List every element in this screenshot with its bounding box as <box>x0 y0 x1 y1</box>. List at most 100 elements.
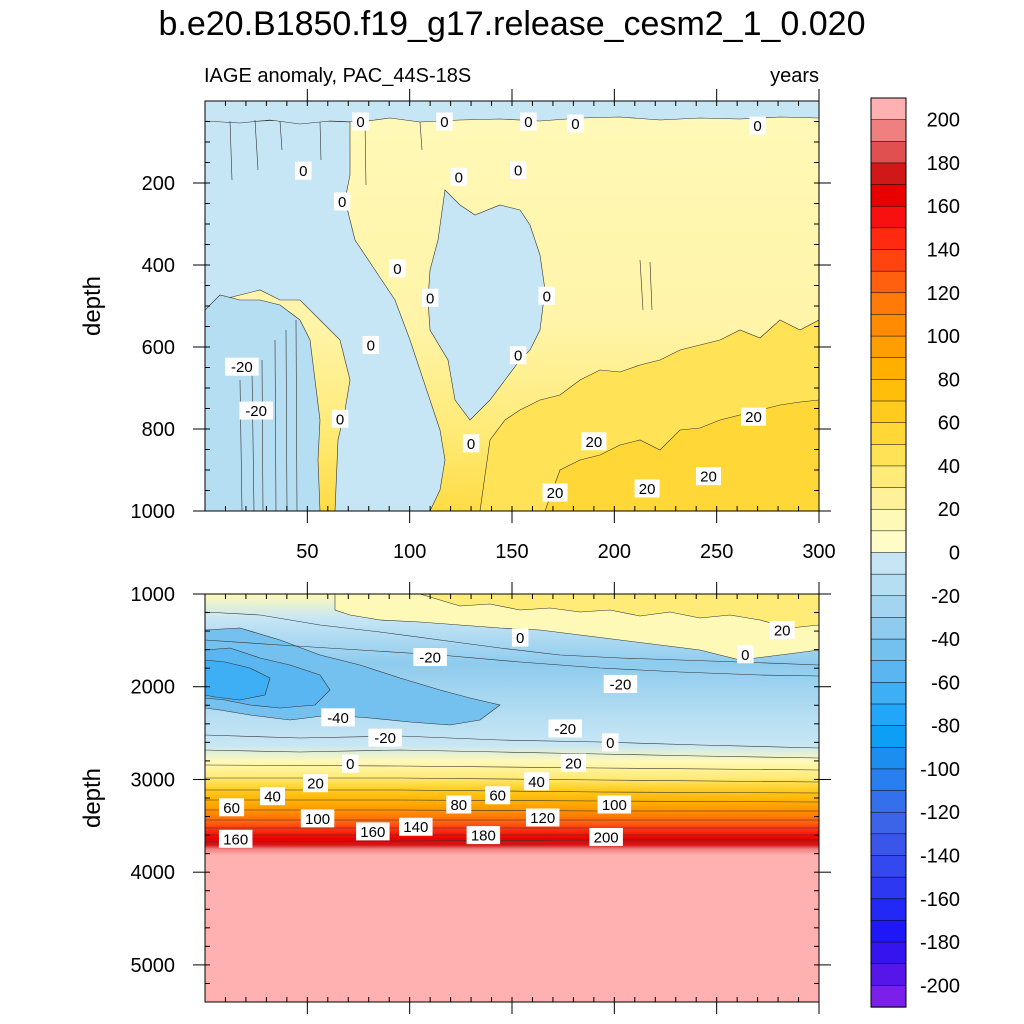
contour-label: 0 <box>749 116 766 135</box>
colorbar-segment <box>870 487 907 510</box>
x-tick-label: 100 <box>393 541 426 563</box>
contour-label: -20 <box>225 357 259 376</box>
contour-label-bg <box>413 648 447 667</box>
contour-label: 20 <box>741 407 767 426</box>
contour-label-bg <box>538 286 556 305</box>
contour-label-bg <box>303 774 329 793</box>
colorbar-tick-label: -140 <box>920 846 960 868</box>
contour-label-text: 0 <box>741 647 749 664</box>
colorbar-segment <box>870 314 907 337</box>
contour-label-text: -20 <box>419 650 441 667</box>
contour-label-text: 0 <box>516 630 524 647</box>
colorbar-segment <box>870 97 907 121</box>
contour-label-text: 100 <box>305 811 330 828</box>
contour-label-bg <box>294 161 312 180</box>
colorbar-tick-label: 60 <box>938 413 960 435</box>
colorbar-segment <box>870 270 907 294</box>
contour-label-text: 20 <box>700 469 717 486</box>
contour-label-text: 160 <box>223 831 248 848</box>
upper-contour-labels: 0 0 0 0 0 0 0 0 0 0 0 0 0 0 0 0 -20 -20 20 20 20 20 20 <box>225 112 767 502</box>
colorbar-segment <box>870 573 907 597</box>
colorbar-segment <box>870 725 907 748</box>
contour-label-text: 0 <box>393 261 401 278</box>
contour-label: 0 <box>294 161 312 180</box>
y-tick-label: 400 <box>142 255 175 277</box>
contour-label: 0 <box>436 112 453 131</box>
colorbar-tick-label: -40 <box>931 629 960 651</box>
contour-label-text: 200 <box>594 829 619 846</box>
colorbar-segment <box>870 703 907 727</box>
lower-plot-fill <box>205 594 819 1002</box>
contour-label-text: 0 <box>356 114 364 131</box>
colorbar-segment <box>870 357 907 381</box>
contour-label-text: 0 <box>426 290 434 307</box>
contour-label-bg <box>485 786 511 805</box>
contour-label-text: 0 <box>467 436 475 453</box>
colorbar-segment <box>870 876 907 900</box>
lower-ylabel: depth <box>79 768 106 828</box>
contour-label: -20 <box>239 401 273 420</box>
colorbar-segment <box>870 205 907 229</box>
colorbar-tick-label: 100 <box>927 326 960 348</box>
colorbar-tick-label: 140 <box>927 240 960 262</box>
colorbar-segment <box>870 898 907 922</box>
colorbar-tick-label: 0 <box>949 543 960 565</box>
x-tick-label: 250 <box>700 541 733 563</box>
y-tick-label: 1000 <box>131 584 176 606</box>
x-tick-label: 150 <box>495 541 528 563</box>
lower-panel: 2000-20-20-40-20-2000 2020404060608010010… <box>79 582 831 1014</box>
x-tick-label: 50 <box>296 541 318 563</box>
contour-label-text: 0 <box>455 169 463 186</box>
colorbar-tick-label: 80 <box>938 369 960 391</box>
contour-label-bg <box>509 160 527 179</box>
colorbar-tick-label: -80 <box>931 716 960 738</box>
contour-label-bg <box>300 809 335 828</box>
contour-label: 20 <box>542 483 568 502</box>
contour-label: 0 <box>509 160 527 179</box>
contour-label: 0 <box>331 409 349 428</box>
colorbar-segment <box>870 617 907 640</box>
colorbar-segment <box>870 508 907 532</box>
colorbar-tick-label: -60 <box>931 672 960 694</box>
contour-label-bg <box>511 628 529 647</box>
colorbar-tick-label: 120 <box>927 283 960 305</box>
contour-label-text: 0 <box>524 114 532 131</box>
colorbar-segment <box>870 422 907 445</box>
contour-label: 0 <box>352 112 369 131</box>
y-tick-label: 1000 <box>131 501 176 523</box>
upper-panel: 0 0 0 0 0 0 0 0 0 0 0 0 0 0 0 0 -20 -20 20 20 20 20 20 200 400 6… <box>79 89 836 563</box>
contour-label-bg <box>548 719 582 738</box>
contour-label-bg <box>597 795 632 814</box>
contour-label-bg <box>362 335 380 354</box>
contour-label: -20 <box>603 674 638 693</box>
colorbar-tick-label: -200 <box>920 975 960 997</box>
colorbar-segment <box>870 660 907 684</box>
contour-label-bg <box>218 829 253 848</box>
upper-ylabel: depth <box>79 276 106 336</box>
contour-label-text: 40 <box>528 774 545 791</box>
y-tick-label: 5000 <box>131 955 176 977</box>
colorbar-segment <box>870 963 907 987</box>
colorbar-segment <box>870 920 907 943</box>
contour-label: 20 <box>303 774 329 793</box>
contour-label: 0 <box>342 754 359 773</box>
contour-label: -20 <box>413 648 447 667</box>
y-tick-label: 2000 <box>131 677 176 699</box>
contour-label-bg <box>567 114 584 133</box>
contour-label-bg <box>542 483 568 502</box>
contour-label: -20 <box>548 719 582 738</box>
colorbar-tick-label: 20 <box>938 499 960 521</box>
contour-label: 100 <box>300 809 335 828</box>
contour-label-text: 0 <box>606 735 614 752</box>
colorbar-frame <box>870 97 907 1008</box>
contour-label: 0 <box>601 733 619 752</box>
colorbar-tick-label: 40 <box>938 456 960 478</box>
y-tick-label: 200 <box>142 173 175 195</box>
contour-label-text: 20 <box>639 481 656 498</box>
x-tick-label: 300 <box>802 541 835 563</box>
contour-label: 20 <box>695 467 721 486</box>
colorbar-segment <box>870 530 907 554</box>
colorbar-segment <box>870 292 907 316</box>
